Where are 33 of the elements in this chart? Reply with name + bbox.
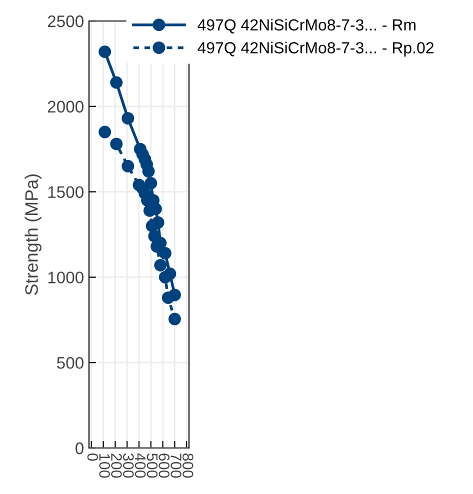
legend-label: 497Q 42NiSiCrMo8-7-3... - Rp.02 xyxy=(198,42,434,57)
point xyxy=(158,247,172,260)
y-tick-label: 500 xyxy=(57,357,84,369)
x-tick-label: 600 xyxy=(158,454,170,478)
x-tick-label: 0 xyxy=(87,453,98,461)
y-axis-title: Strength (MPa) xyxy=(24,174,42,295)
legend-label: 497Q 42NiSiCrMo8-7-3... - Rm xyxy=(198,18,416,34)
x-tick-label: 200 xyxy=(111,454,122,478)
x-tick-label: 300 xyxy=(122,453,134,478)
y-tick-label: 1500 xyxy=(48,186,84,198)
point xyxy=(146,220,158,232)
x-tick-label: 100 xyxy=(99,454,110,478)
point xyxy=(142,165,155,178)
x-tick-label: 700 xyxy=(170,454,182,478)
point xyxy=(162,291,174,304)
point xyxy=(143,204,156,217)
point xyxy=(122,160,134,172)
point xyxy=(168,312,181,326)
point xyxy=(110,138,123,150)
point xyxy=(122,112,134,125)
point xyxy=(98,45,112,58)
point xyxy=(154,258,167,272)
y-tick-label: 0 xyxy=(76,442,84,454)
point xyxy=(158,270,172,284)
y-tick-label: 1000 xyxy=(48,272,84,284)
x-tick-label: 500 xyxy=(146,453,158,478)
y-tick-label: 2000 xyxy=(48,100,84,113)
y-tick-label: 2500 xyxy=(48,15,84,28)
point xyxy=(98,126,112,138)
point xyxy=(148,230,161,242)
x-tick-label: 800 xyxy=(182,454,194,478)
x-tick-label: 400 xyxy=(134,453,146,478)
point xyxy=(110,76,123,89)
